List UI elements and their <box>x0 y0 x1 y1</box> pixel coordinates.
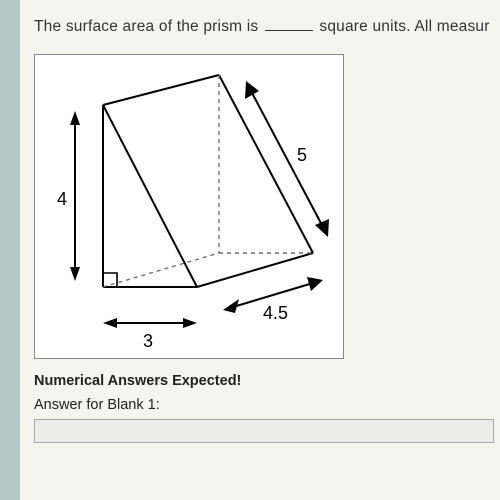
dim-height: 4 <box>57 111 80 281</box>
answer-label: Answer for Blank 1: <box>34 397 500 413</box>
right-angle-marker <box>103 273 117 287</box>
label-height: 4 <box>57 189 67 209</box>
dim-base: 3 <box>103 318 197 351</box>
question-suffix: square units. All measur <box>319 18 489 35</box>
instruction-text: Numerical Answers Expected! <box>34 373 500 389</box>
dim-depth: 4.5 <box>223 277 323 323</box>
dim-hyp: 5 <box>245 81 329 237</box>
label-base: 3 <box>143 331 153 351</box>
edge-bottom-left-depth-hidden <box>103 253 219 287</box>
question-prefix: The surface area of the prism is <box>34 18 258 35</box>
edge-bottom-right-depth <box>197 253 313 287</box>
blank-line <box>265 30 313 31</box>
prism-svg: 4 3 4.5 5 <box>35 55 345 360</box>
edge-front-hyp <box>103 105 197 287</box>
label-hyp: 5 <box>297 145 307 165</box>
question-text: The surface area of the prism is square … <box>34 18 500 36</box>
edge-top-depth <box>103 75 219 105</box>
label-depth: 4.5 <box>263 303 288 323</box>
prism-diagram: 4 3 4.5 5 <box>34 54 344 359</box>
answer-input[interactable] <box>34 419 494 443</box>
